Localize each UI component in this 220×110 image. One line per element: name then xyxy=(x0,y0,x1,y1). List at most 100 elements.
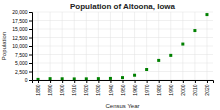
tick-label: 1910 xyxy=(71,84,77,95)
axis-line xyxy=(29,13,33,81)
tick-mark xyxy=(50,80,51,83)
grid-line xyxy=(32,29,213,30)
tick: 15,000 xyxy=(12,26,32,32)
tick-label: 2010 xyxy=(192,84,198,95)
point xyxy=(205,13,208,16)
point xyxy=(97,77,100,80)
tick-mark xyxy=(29,29,32,30)
tick: 2,500 xyxy=(15,69,32,75)
tick: 1930 xyxy=(95,80,101,96)
grid-line xyxy=(32,63,213,64)
tick-mark xyxy=(159,80,160,83)
tick-label: 2,500 xyxy=(15,69,28,75)
chart: 1880 1890 1900 1910 1920 1930 1940 1950 1960 1970… xyxy=(0,0,220,110)
tick: 0 xyxy=(25,77,32,83)
tick-label: 1940 xyxy=(108,84,114,95)
tick-mark xyxy=(86,80,87,83)
tick-mark xyxy=(29,12,32,13)
tick-label: 1890 xyxy=(47,84,53,95)
tick-mark xyxy=(135,80,136,83)
tick-label: 1880 xyxy=(35,84,41,95)
tick-mark xyxy=(29,55,32,56)
point xyxy=(37,78,40,80)
point xyxy=(169,54,172,57)
tick: 1900 xyxy=(59,80,65,96)
point xyxy=(181,43,184,46)
tick-mark xyxy=(29,38,32,39)
tick: 1880 xyxy=(35,80,41,96)
tick: 2010 xyxy=(192,80,198,96)
tick: 1950 xyxy=(120,80,126,96)
tick-mark xyxy=(29,72,32,73)
tick-label: 1960 xyxy=(132,84,138,95)
point xyxy=(109,77,112,80)
tick-mark xyxy=(98,80,99,83)
grid-line xyxy=(32,71,213,72)
tick-label: 10,000 xyxy=(12,43,28,49)
tick: 10,000 xyxy=(12,43,32,49)
tick-label: 7,500 xyxy=(15,52,28,58)
tick-label: 1990 xyxy=(168,84,174,95)
tick-label: 0 xyxy=(25,77,28,83)
tick-mark xyxy=(38,80,39,83)
point xyxy=(73,77,76,80)
tick-label: 2020 xyxy=(204,84,210,95)
plot: 1880 1890 1900 1910 1920 1930 1940 1950 1960 1970… xyxy=(12,9,213,96)
tick: 5,000 xyxy=(15,60,32,66)
tick: 12,500 xyxy=(12,35,32,41)
tick-label: 5,000 xyxy=(15,60,28,66)
point xyxy=(49,77,52,80)
y-axis-title: Population xyxy=(1,32,7,60)
tick: 2000 xyxy=(180,80,186,96)
tick-mark xyxy=(207,80,208,83)
x-axis: 1880 1890 1900 1910 1920 1930 1940 1950 1960 1970… xyxy=(33,80,214,96)
tick-mark xyxy=(195,80,196,83)
tick: 1960 xyxy=(132,80,138,96)
grid-line xyxy=(32,37,213,38)
tick-mark xyxy=(29,63,32,64)
tick: 1920 xyxy=(83,80,89,96)
tick-mark xyxy=(74,80,75,83)
points xyxy=(37,13,209,80)
tick-mark xyxy=(110,80,111,83)
grid-line xyxy=(32,20,213,21)
tick: 1970 xyxy=(144,80,150,96)
tick-label: 15,000 xyxy=(12,26,28,32)
grid-line xyxy=(32,54,213,55)
tick: 1990 xyxy=(168,80,174,96)
tick-mark xyxy=(147,80,148,83)
title: Population of Altoona, Iowa xyxy=(70,2,176,11)
tick-label: 1950 xyxy=(120,84,126,95)
tick: 7,500 xyxy=(15,52,32,58)
tick: 1980 xyxy=(156,80,162,96)
point xyxy=(133,74,136,77)
tick: 1910 xyxy=(71,80,77,96)
point xyxy=(193,29,196,32)
tick-label: 1980 xyxy=(156,84,162,95)
grid-line xyxy=(32,12,213,13)
y-axis: 0 2,500 5,000 7,500 10,000 12,500 15,000 17,500… xyxy=(12,9,32,83)
tick-mark xyxy=(123,80,124,83)
point xyxy=(145,68,148,71)
tick-label: 2000 xyxy=(180,84,186,95)
grid-line xyxy=(32,46,213,47)
grid xyxy=(32,12,213,80)
tick-label: 1930 xyxy=(95,84,101,95)
tick-label: 1970 xyxy=(144,84,150,95)
tick-mark xyxy=(29,80,32,81)
tick-label: 20,000 xyxy=(12,9,28,15)
tick-label: 17,500 xyxy=(12,18,28,24)
tick: 17,500 xyxy=(12,18,32,24)
tick: 1890 xyxy=(47,80,53,96)
tick: 1940 xyxy=(108,80,114,96)
tick: 2020 xyxy=(204,80,210,96)
point xyxy=(85,77,88,80)
tick: 20,000 xyxy=(12,9,32,15)
tick-mark xyxy=(171,80,172,83)
tick-label: 1900 xyxy=(59,84,65,95)
x-axis-title: Census Year xyxy=(105,103,139,109)
tick-label: 1920 xyxy=(83,84,89,95)
point xyxy=(61,77,64,80)
tick-mark xyxy=(29,21,32,22)
tick-mark xyxy=(183,80,184,83)
